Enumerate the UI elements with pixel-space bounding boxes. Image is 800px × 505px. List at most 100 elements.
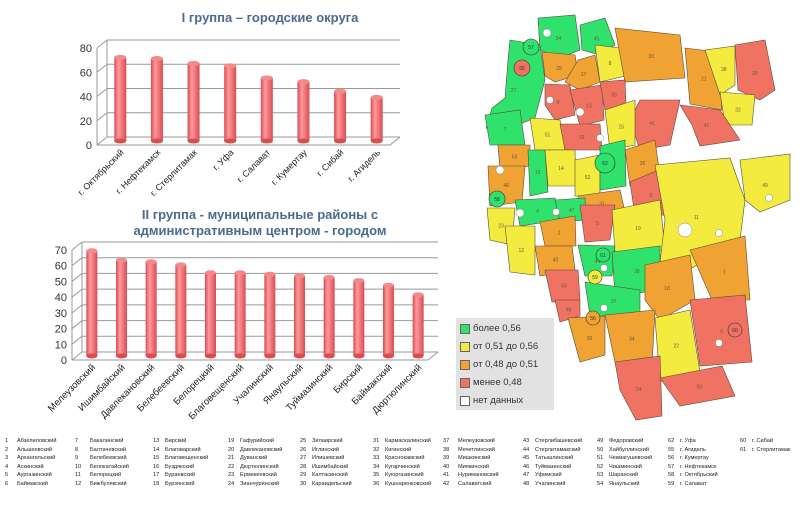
district-name: Ермекеевский <box>240 472 277 479</box>
grid-line-side <box>71 320 83 329</box>
city-circle <box>585 310 601 326</box>
city-number: 61 <box>600 253 606 259</box>
legend-item: нет данных <box>460 395 523 406</box>
district-number: 17 <box>153 472 160 479</box>
chart1-title: I группа – городские округа <box>181 10 359 25</box>
bar <box>116 260 127 356</box>
bar-base <box>323 353 335 359</box>
district-name: Кушнаренковский <box>385 481 432 487</box>
legend-swatch-orange <box>460 359 470 370</box>
y-tick-label: 20 <box>55 324 67 336</box>
district-name: Гафурийский <box>240 438 274 444</box>
district-number: 3 <box>5 455 9 462</box>
map-district <box>614 355 663 421</box>
bar-top <box>224 63 237 69</box>
bar-top <box>294 273 305 279</box>
floor-edge <box>97 136 401 146</box>
y-tick-label: 40 <box>80 92 92 104</box>
bar <box>175 264 187 356</box>
bar-top <box>264 271 276 277</box>
bar <box>297 81 310 141</box>
map-legend: более 0,56 от 0,51 до 0,56 от 0,48 до 0,… <box>456 318 554 410</box>
map-district-number: 3 <box>649 193 652 199</box>
map-district <box>614 27 686 83</box>
district-name: Бураевский <box>165 472 196 479</box>
district-name: Кармаскалинский <box>385 438 431 444</box>
district-number: 13 <box>153 438 160 444</box>
bar-top <box>114 54 127 60</box>
bar-top <box>412 292 424 298</box>
legend-label: менее 0,48 <box>473 377 522 388</box>
district-number: 9 <box>75 455 79 462</box>
district-number: 43 <box>523 438 530 444</box>
map-district-number: 22 <box>673 344 679 350</box>
district-name: Куюргазинский <box>385 472 424 479</box>
district-number: 57 <box>668 463 675 470</box>
district-name: г. Уфа <box>680 438 696 444</box>
district-number: 25 <box>300 438 307 444</box>
district-number: 56 <box>668 455 675 462</box>
bar <box>294 275 305 356</box>
grid-line-side <box>71 241 83 251</box>
district-name: Белокатайский <box>90 463 129 470</box>
district-name: Стерлибашевский <box>535 438 583 444</box>
city-number: 58 <box>494 197 500 203</box>
bar-base <box>297 138 310 144</box>
district-name: Миякинский <box>458 463 489 470</box>
district-number: 37 <box>443 438 450 444</box>
district-name: Уфимский <box>535 472 562 479</box>
map-district <box>604 99 636 151</box>
bar-base <box>175 353 187 359</box>
map-district-number: 45 <box>594 37 600 43</box>
bar-top <box>297 79 310 85</box>
map-district <box>554 299 581 323</box>
district-name: Бурзянский <box>165 481 195 487</box>
map-district-number: 49 <box>762 183 768 189</box>
y-tick-label: 80 <box>80 43 92 55</box>
district-number: 38 <box>443 446 450 453</box>
bar-base <box>187 138 200 144</box>
district-number: 23 <box>228 472 235 479</box>
grid-line-side <box>96 88 108 97</box>
no-data-marker <box>552 208 560 216</box>
map-district <box>704 45 736 96</box>
district-name: Стерлитамакский <box>535 446 581 453</box>
district-name: г. Агидель <box>680 446 706 453</box>
no-data-marker <box>596 134 604 142</box>
district-number: 40 <box>443 463 450 470</box>
bar <box>383 285 394 356</box>
district-number: 12 <box>75 481 82 487</box>
legend-item: менее 0,48 <box>460 377 522 388</box>
grid-line-side <box>71 304 83 314</box>
district-number: 8 <box>75 446 79 453</box>
grid-line-side <box>71 335 83 345</box>
map-district-number: 51 <box>545 133 551 139</box>
bar-base <box>86 353 98 359</box>
y-tick-label: 60 <box>80 67 92 79</box>
district-number: 26 <box>300 446 307 453</box>
district-number: 48 <box>523 481 530 487</box>
grid-line-side <box>96 136 108 146</box>
legend-swatch-red <box>460 377 470 388</box>
map-district-number: 44 <box>595 259 601 265</box>
y-tick-label: 60 <box>55 261 67 273</box>
no-data-marker <box>546 96 554 104</box>
bar-base <box>224 138 237 144</box>
district-number: 31 <box>373 438 380 444</box>
district-name: Краснокамский <box>385 455 425 462</box>
chart2-title-line2: административным центром - городом <box>133 223 387 238</box>
city-number: 56 <box>590 316 596 322</box>
bar <box>353 280 365 356</box>
district-number: 19 <box>228 438 235 444</box>
no-data-marker <box>677 222 693 238</box>
map-district-number: 4 <box>536 209 539 215</box>
district-number: 34 <box>373 463 380 470</box>
map-district-number: 14 <box>558 166 564 172</box>
district-name: Туймазинский <box>535 463 572 470</box>
district-number: 35 <box>373 472 380 479</box>
y-tick-label: 20 <box>80 116 92 128</box>
map-district <box>659 365 736 407</box>
bar-top <box>205 270 216 276</box>
bar <box>234 272 246 356</box>
